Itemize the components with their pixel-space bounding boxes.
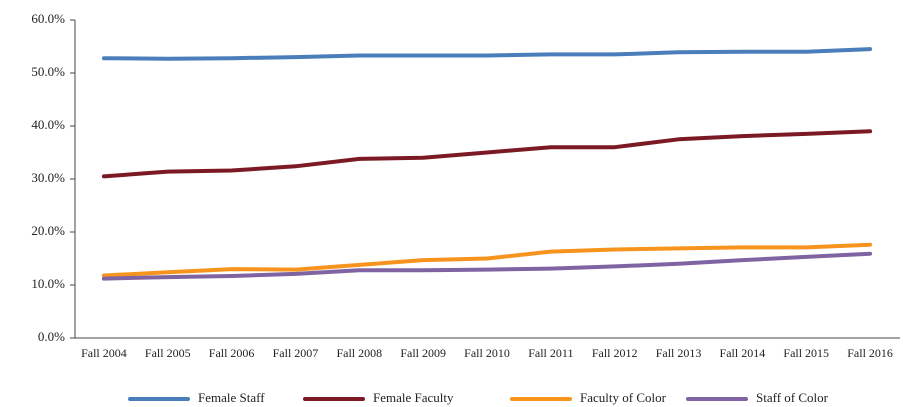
x-tick-label: Fall 2010 xyxy=(464,346,510,360)
x-tick-label: Fall 2004 xyxy=(81,346,127,360)
x-tick-label: Fall 2006 xyxy=(209,346,255,360)
y-tick-label: 10.0% xyxy=(31,276,65,291)
y-tick-label: 0.0% xyxy=(38,329,65,344)
x-tick-label: Fall 2012 xyxy=(592,346,638,360)
x-tick-label: Fall 2013 xyxy=(656,346,702,360)
x-tick-label: Fall 2005 xyxy=(145,346,191,360)
x-tick-label: Fall 2011 xyxy=(528,346,573,360)
legend-label: Female Staff xyxy=(198,390,265,405)
y-tick-label: 30.0% xyxy=(31,170,65,185)
y-tick-label: 50.0% xyxy=(31,64,65,79)
y-tick-label: 40.0% xyxy=(31,117,65,132)
series-line xyxy=(101,47,873,61)
legend-label: Female Faculty xyxy=(373,390,454,405)
y-tick-label: 20.0% xyxy=(31,223,65,238)
x-tick-label: Fall 2008 xyxy=(336,346,382,360)
x-tick-label: Fall 2014 xyxy=(720,346,766,360)
x-tick-label: Fall 2016 xyxy=(847,346,893,360)
legend-label: Faculty of Color xyxy=(580,390,667,405)
x-tick-label: Fall 2009 xyxy=(400,346,446,360)
series-line xyxy=(101,129,873,179)
x-tick-label: Fall 2015 xyxy=(783,346,829,360)
series-line xyxy=(101,251,873,281)
series-line xyxy=(101,242,873,278)
legend-label: Staff of Color xyxy=(756,390,829,405)
y-tick-label: 60.0% xyxy=(31,11,65,26)
x-tick-label: Fall 2007 xyxy=(273,346,319,360)
